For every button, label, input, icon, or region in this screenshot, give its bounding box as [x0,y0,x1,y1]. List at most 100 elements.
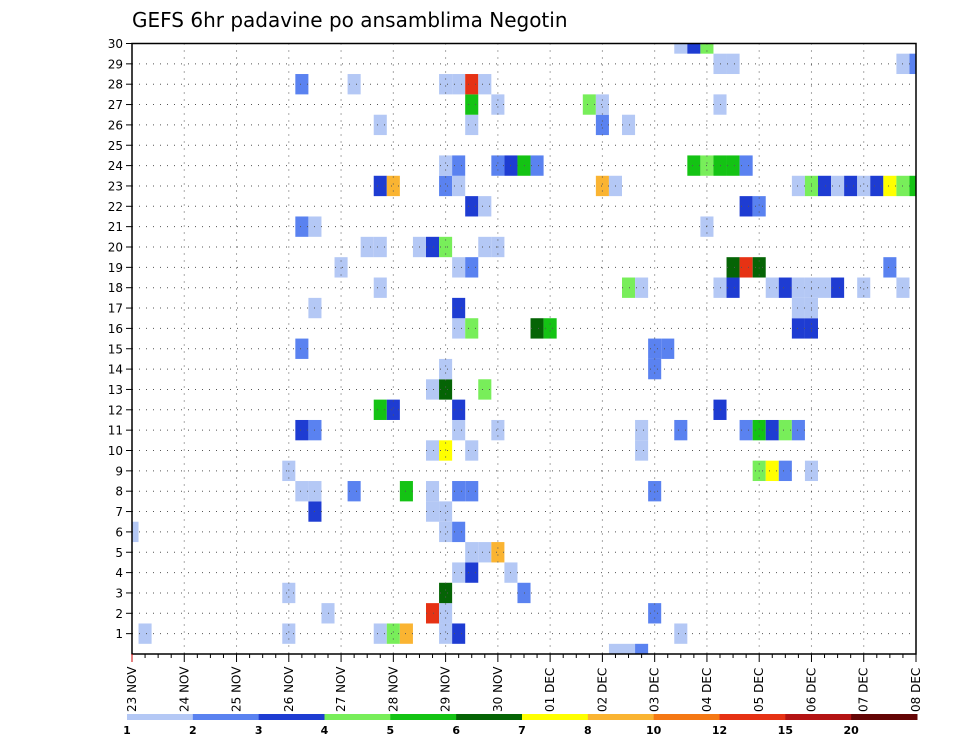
x-tick-label-8: 01 DEC [543,668,557,712]
color-label-1: 1 [123,724,131,737]
cell-r8-c17 [347,481,361,502]
cell-r11-c48 [752,419,766,441]
cell-r19-c46 [726,257,740,278]
cell-r22-c47 [739,196,753,217]
y-tick-label-13: 13 [108,383,123,397]
color-swatch-1 [127,714,194,720]
color-swatch-12 [719,714,786,720]
y-tick-label-5: 5 [115,546,123,560]
cell-r20-c19 [373,236,387,258]
color-swatch-4 [324,714,391,720]
cell-r23-c20 [386,175,400,197]
cell-r1-c24 [439,623,453,644]
y-tick-label-20: 20 [108,241,123,255]
cell-r8-c40 [648,481,662,502]
cell-r11-c42 [674,419,688,441]
cell-r3-c24 [439,582,453,604]
cell-r20-c27 [478,236,492,258]
color-swatch-6 [456,714,523,720]
cell-r12-c25 [452,399,466,420]
color-swatch-15 [785,714,852,720]
cell-r1-c1 [138,623,152,644]
cell-r18-c49 [765,277,779,298]
cell-r20-c23 [426,236,440,258]
cell-r11-c13 [295,419,309,441]
y-tick-label-9: 9 [115,464,123,478]
cell-r30-c43 [687,43,701,54]
y-tick-label-19: 19 [108,261,123,275]
cell-r7-c24 [439,501,453,522]
x-axis-ticks: 23 NOV 24 NOV 25 NOV 26 NOV 27 NOV 28 NOV 29 N… [125,654,923,712]
color-swatch-20 [851,714,918,720]
cell-r19-c25 [452,257,466,278]
color-swatch-5 [390,714,457,720]
cell-r23-c60 [909,175,916,197]
color-swatch-7 [522,714,589,720]
cell-r11-c28 [491,419,505,441]
cell-r18-c53 [818,277,832,298]
x-tick-label-7: 30 NOV [491,666,505,712]
cell-r24-c46 [726,155,740,176]
cell-r1-c19 [373,623,387,644]
cell-r15-c40 [648,338,662,359]
cell-r24-c31 [530,155,544,176]
x-tick-label-0: 23 NOV [125,666,139,712]
cell-r21-c13 [295,216,309,237]
cell-r13-c23 [426,379,440,400]
x-tick-label-5: 28 NOV [386,666,400,712]
cell-r23-c36 [595,175,609,197]
cell-r11-c39 [635,419,649,441]
cell-r22-c48 [752,196,766,217]
cell-r5-c26 [465,542,479,563]
cell-r13-c27 [478,379,492,400]
cell-r10-c23 [426,440,440,461]
y-tick-label-30: 30 [108,37,123,51]
color-swatch-8 [587,714,655,720]
cell-r18-c51 [791,277,805,298]
cell-r24-c47 [739,155,753,176]
y-tick-label-23: 23 [108,179,123,193]
x-tick-label-11: 04 DEC [700,668,714,712]
x-tick-label-1: 24 NOV [177,666,191,712]
y-tick-label-2: 2 [115,607,123,621]
cell-r23-c57 [870,175,884,197]
x-tick-label-13: 06 DEC [804,668,818,712]
cell-r9-c50 [778,460,792,482]
y-tick-label-4: 4 [115,566,123,580]
cell-r27-c28 [491,94,505,115]
x-tick-label-3: 26 NOV [282,666,296,712]
heatmap-cells [132,43,916,654]
color-swatch-3 [258,714,325,720]
cell-r8-c21 [399,481,413,502]
cell-r16-c26 [465,318,479,339]
cell-r12-c20 [386,399,400,420]
cell-r17-c51 [791,297,805,319]
cell-r9-c49 [765,460,779,482]
cell-r6-c25 [452,521,466,543]
y-tick-label-26: 26 [108,118,123,132]
cell-r1-c21 [399,623,413,644]
x-tick-label-15: 08 DEC [909,668,923,712]
cell-r0-c38 [622,643,636,654]
y-tick-label-25: 25 [108,139,123,153]
x-tick-label-6: 29 NOV [439,666,453,712]
cell-r19-c47 [739,257,753,278]
cell-r28-c27 [478,74,492,95]
cell-r23-c51 [791,175,805,197]
color-swatch-10 [653,714,720,720]
cell-r16-c25 [452,318,466,339]
cell-r15-c41 [661,338,675,359]
cell-r12-c19 [373,399,387,420]
color-label-7: 7 [518,724,526,737]
y-tick-label-14: 14 [108,363,123,377]
cell-r28-c24 [439,74,453,95]
y-tick-label-28: 28 [108,78,123,92]
y-axis-ticks: 1234567891011121314151617181920212223242… [108,37,132,641]
cell-r5-c27 [478,542,492,563]
cell-r26-c19 [373,114,387,136]
cell-r5-c28 [491,542,505,563]
cell-r6-c0 [132,521,139,543]
cell-r13-c24 [439,379,453,400]
y-tick-label-3: 3 [115,586,123,600]
cell-r28-c25 [452,74,466,95]
